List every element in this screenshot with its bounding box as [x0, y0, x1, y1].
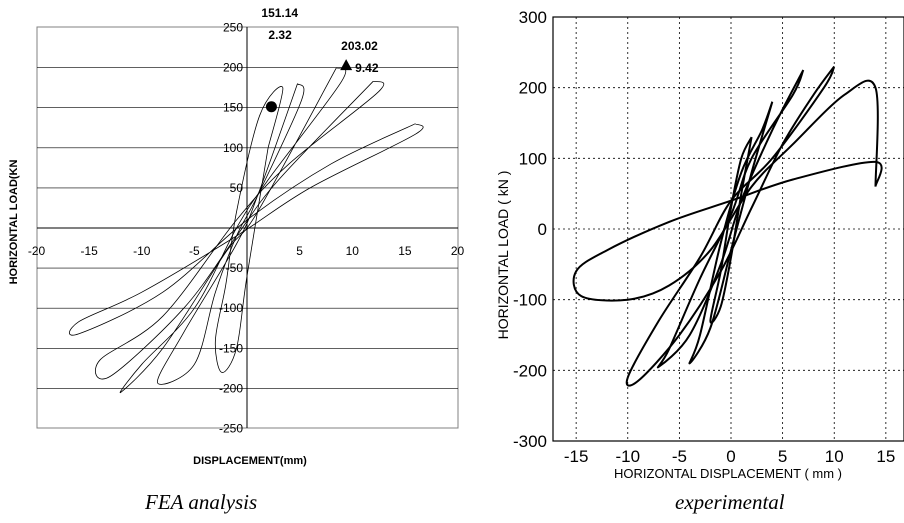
hysteresis-loop: [656, 69, 805, 369]
y-tick-label: 100: [519, 149, 547, 168]
fea-chart: -250 -200 -150 -100 -50 50 100 150 200 250 -20 -15 -…: [8, 6, 464, 467]
y-tick-label: -200: [219, 381, 243, 395]
hysteresis-loop: [214, 86, 284, 373]
x-tick-label: 10: [825, 447, 844, 466]
x-tick-label: -10: [615, 447, 640, 466]
annotation-load: 203.02: [341, 39, 378, 53]
y-tick-label: 200: [223, 61, 243, 75]
x-tick-label: 10: [346, 244, 360, 258]
y-tick-label: 300: [519, 8, 547, 27]
x-tick-label: 5: [778, 447, 787, 466]
annotation-load: 151.14: [261, 6, 298, 20]
y-axis-title: HORIZONTAL LOAD(KN: [8, 160, 20, 285]
experimental-chart: -300 -200 -100 0 100 200 300 -15 -10 -5 0 5 10 15 HORI…: [495, 8, 904, 481]
y-tick-label: -300: [513, 432, 547, 451]
y-tick-label: -50: [226, 261, 244, 275]
x-tick-label: 20: [451, 244, 465, 258]
x-tick-label: 5: [296, 244, 303, 258]
x-tick-label: 15: [398, 244, 412, 258]
y-tick-label: -100: [513, 291, 547, 310]
hysteresis-loop: [69, 123, 424, 336]
hysteresis-loop: [572, 79, 883, 302]
x-tick-label: -20: [28, 244, 46, 258]
peak-marker-circle: [265, 101, 277, 113]
x-tick-label: -15: [564, 447, 589, 466]
caption-fea: FEA analysis: [145, 490, 258, 514]
y-tick-label: 50: [230, 181, 244, 195]
hysteresis-loop: [157, 83, 305, 385]
y-axis-title: HORIZONTAL LOAD ( kN ): [495, 171, 511, 340]
x-tick-label: -10: [133, 244, 151, 258]
y-tick-label: 200: [519, 79, 547, 98]
hysteresis-loop: [119, 67, 347, 393]
y-tick-label: -250: [219, 422, 243, 436]
hysteresis-loop: [95, 80, 385, 380]
y-tick-label: -200: [513, 361, 547, 380]
y-tick-label: -100: [219, 301, 243, 315]
x-tick-label: -15: [80, 244, 98, 258]
annotation-displacement: 2.32: [268, 28, 292, 42]
x-tick-label: 15: [876, 447, 895, 466]
annotation-displacement: 9.42: [355, 61, 379, 75]
y-tick-label: 0: [538, 220, 547, 239]
y-tick-label: 150: [223, 101, 243, 115]
hysteresis-loop: [709, 136, 753, 324]
caption-experimental: experimental: [675, 490, 785, 514]
y-tick-label: 250: [223, 21, 243, 35]
x-tick-label: -5: [672, 447, 687, 466]
y-tick-label: -150: [219, 341, 243, 355]
hysteresis-loop: [625, 65, 836, 387]
plot-frame: [552, 16, 904, 442]
x-axis-title: HORIZONTAL DISPLACEMENT ( mm ): [614, 466, 842, 481]
x-axis-title: DISPLACEMENT(mm): [193, 455, 307, 467]
x-tick-label: 0: [726, 447, 735, 466]
peak-marker-triangle: [340, 59, 353, 71]
y-tick-label: 100: [223, 141, 243, 155]
x-tick-label: -5: [189, 244, 200, 258]
